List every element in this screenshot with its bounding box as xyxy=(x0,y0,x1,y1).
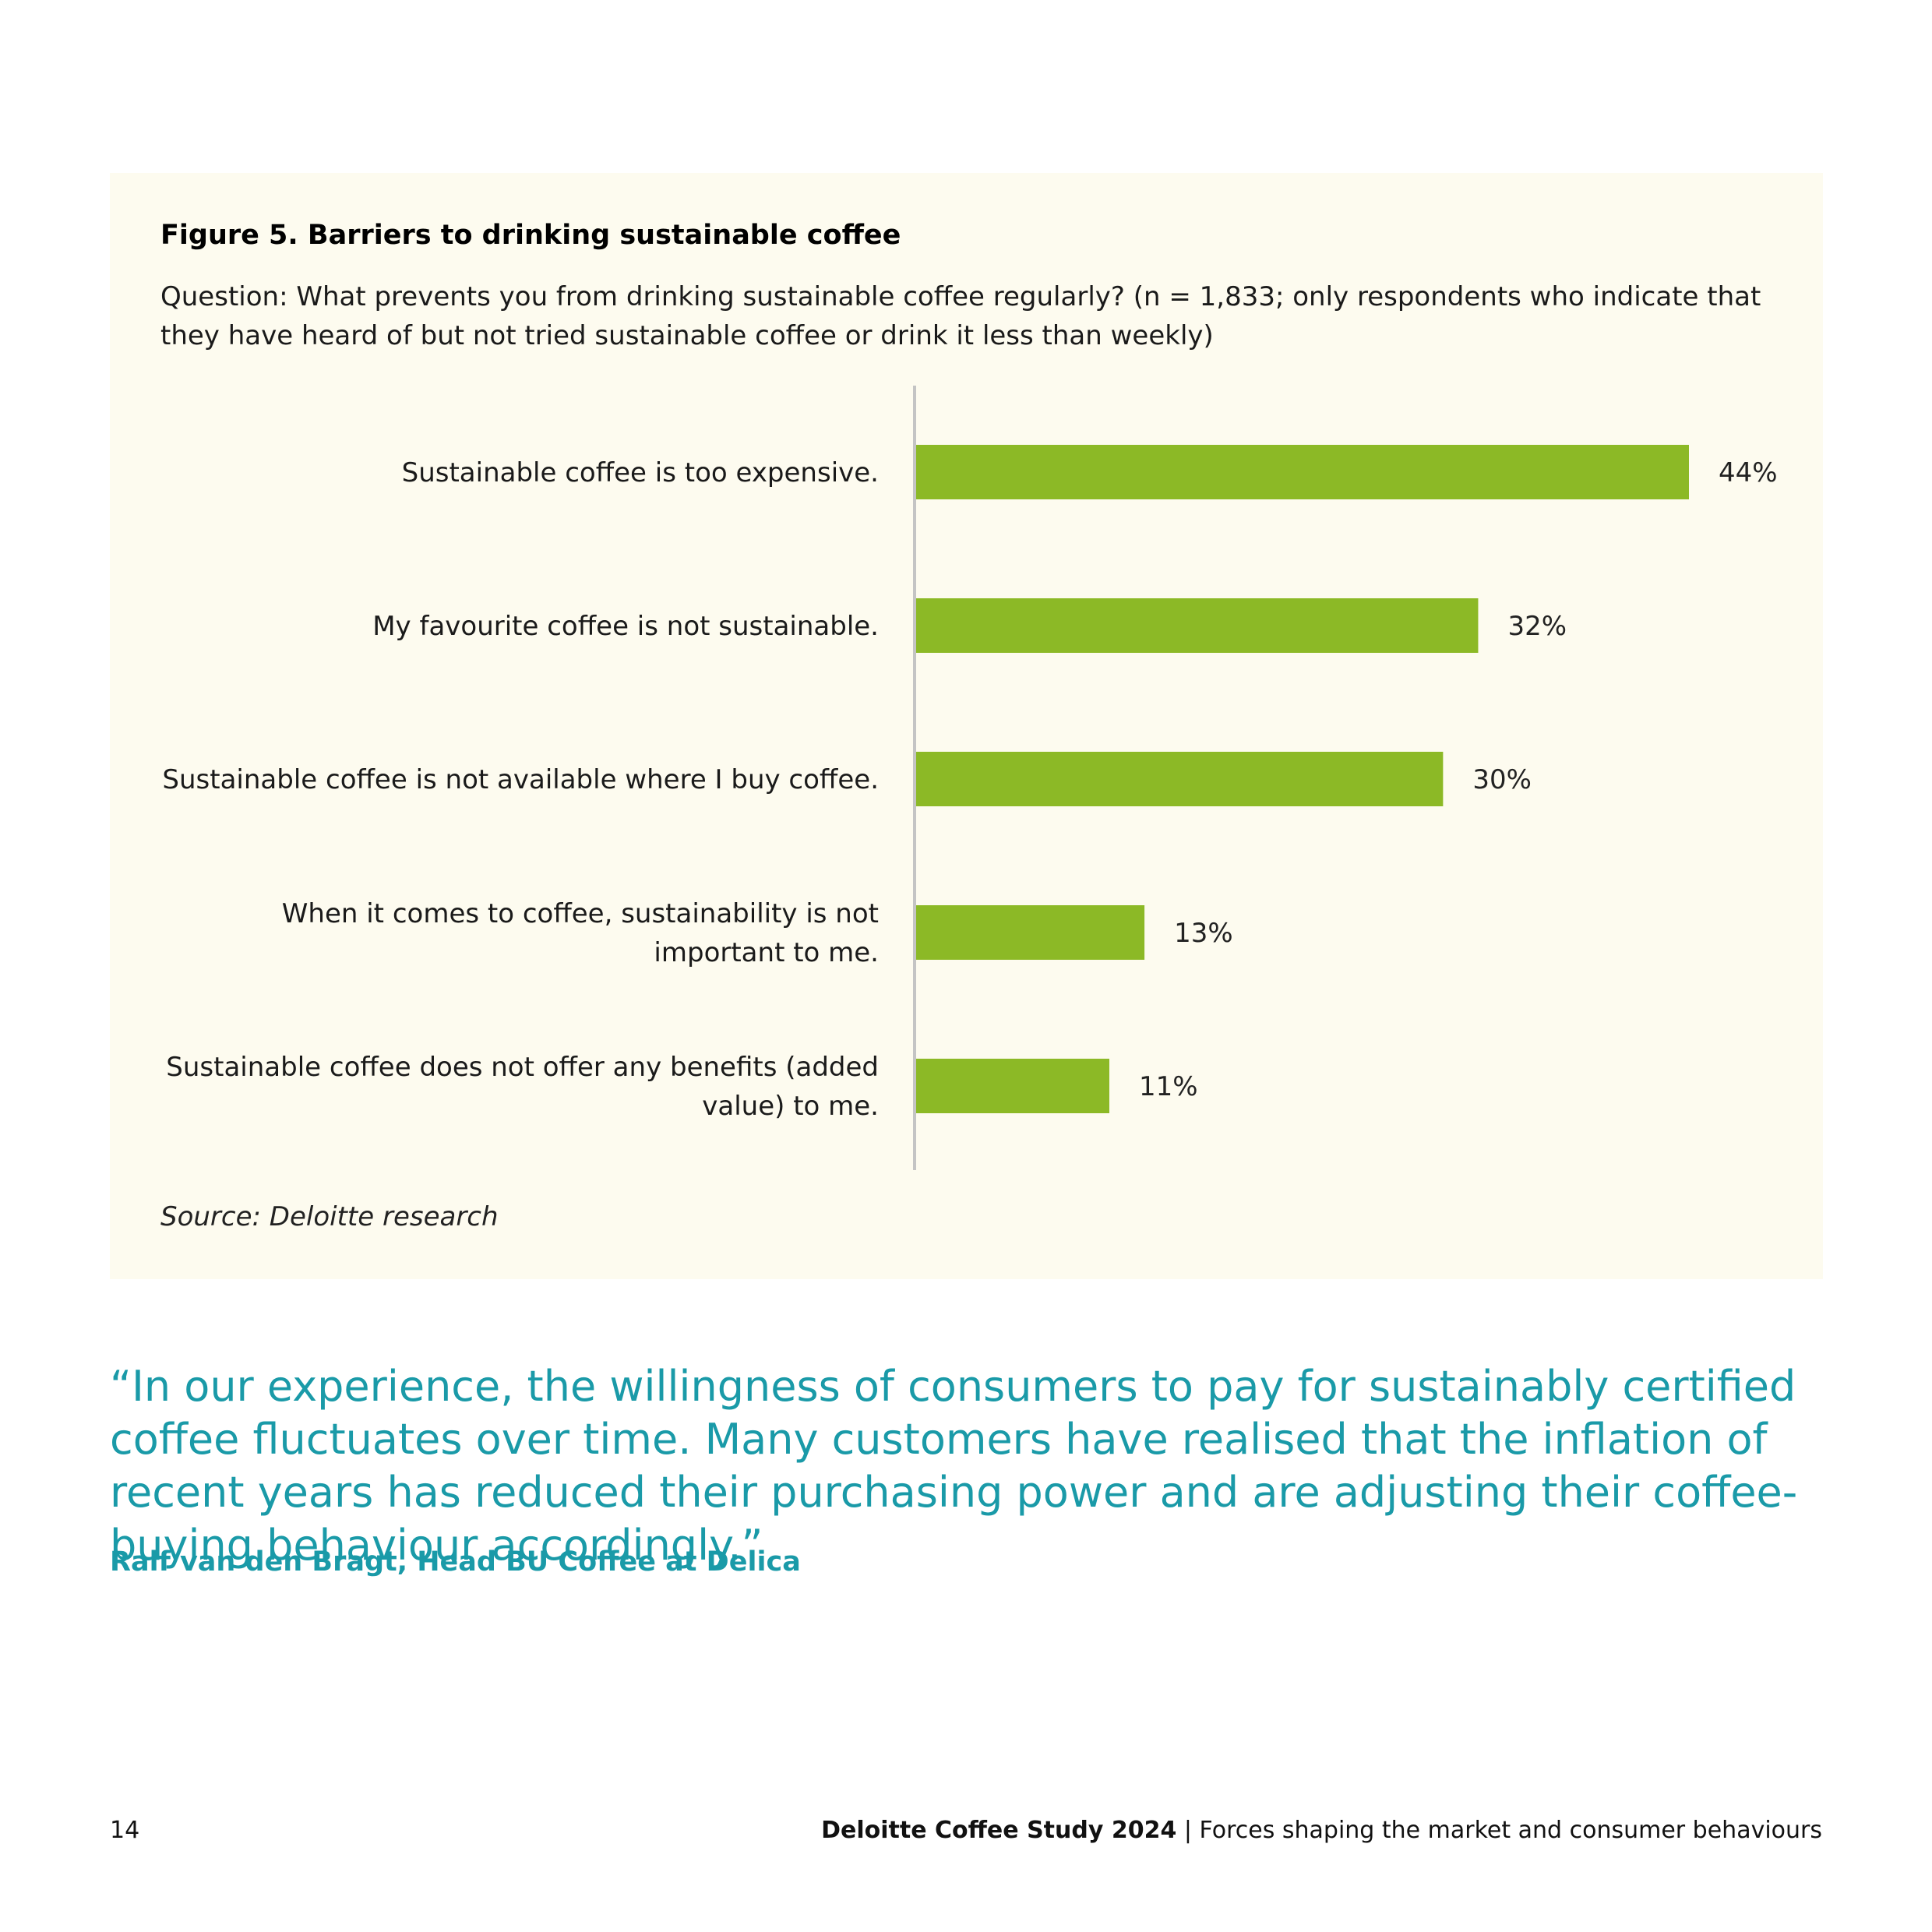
bar-chart: 44% Sustainable coffee is too expensive. 3… xyxy=(162,386,1778,1170)
footer-study-title: Deloitte Coffee Study 2024 xyxy=(821,1817,1177,1844)
data-label: 44% xyxy=(1719,457,1778,488)
category-label: Sustainable coffee is too expensive. xyxy=(402,457,879,488)
pull-quote: “In our experience, the willingness of c… xyxy=(110,1362,1798,1570)
category-label: My favourite coffee is not sustainable. xyxy=(372,611,879,642)
data-label: 11% xyxy=(1139,1071,1198,1102)
category-label: Sustainable coffee does not offer any be… xyxy=(166,1052,879,1122)
page-number: 14 xyxy=(110,1817,140,1844)
figure-source: Source: Deloitte research xyxy=(160,1201,499,1232)
category-label: Sustainable coffee is not available wher… xyxy=(162,764,879,795)
figure-title: Figure 5. Barriers to drinking sustainab… xyxy=(160,220,901,251)
footer-separator: | xyxy=(1176,1817,1200,1844)
data-label: 32% xyxy=(1507,611,1567,642)
figure-question: Question: What prevents you from drinkin… xyxy=(160,281,1761,351)
bar xyxy=(916,905,1145,960)
footer-section: Forces shaping the market and consumer b… xyxy=(1199,1817,1822,1844)
bar xyxy=(916,445,1689,499)
bar xyxy=(916,1059,1109,1113)
footer: Deloitte Coffee Study 2024 | Forces shap… xyxy=(821,1817,1822,1844)
data-label: 30% xyxy=(1472,764,1532,795)
bar xyxy=(916,598,1479,653)
category-label: When it comes to coffee, sustainability … xyxy=(282,898,879,968)
data-label: 13% xyxy=(1174,918,1233,949)
bar xyxy=(916,752,1444,806)
quote-attribution: Ralf van den Bragt, Head BU Coffee at De… xyxy=(110,1546,801,1578)
